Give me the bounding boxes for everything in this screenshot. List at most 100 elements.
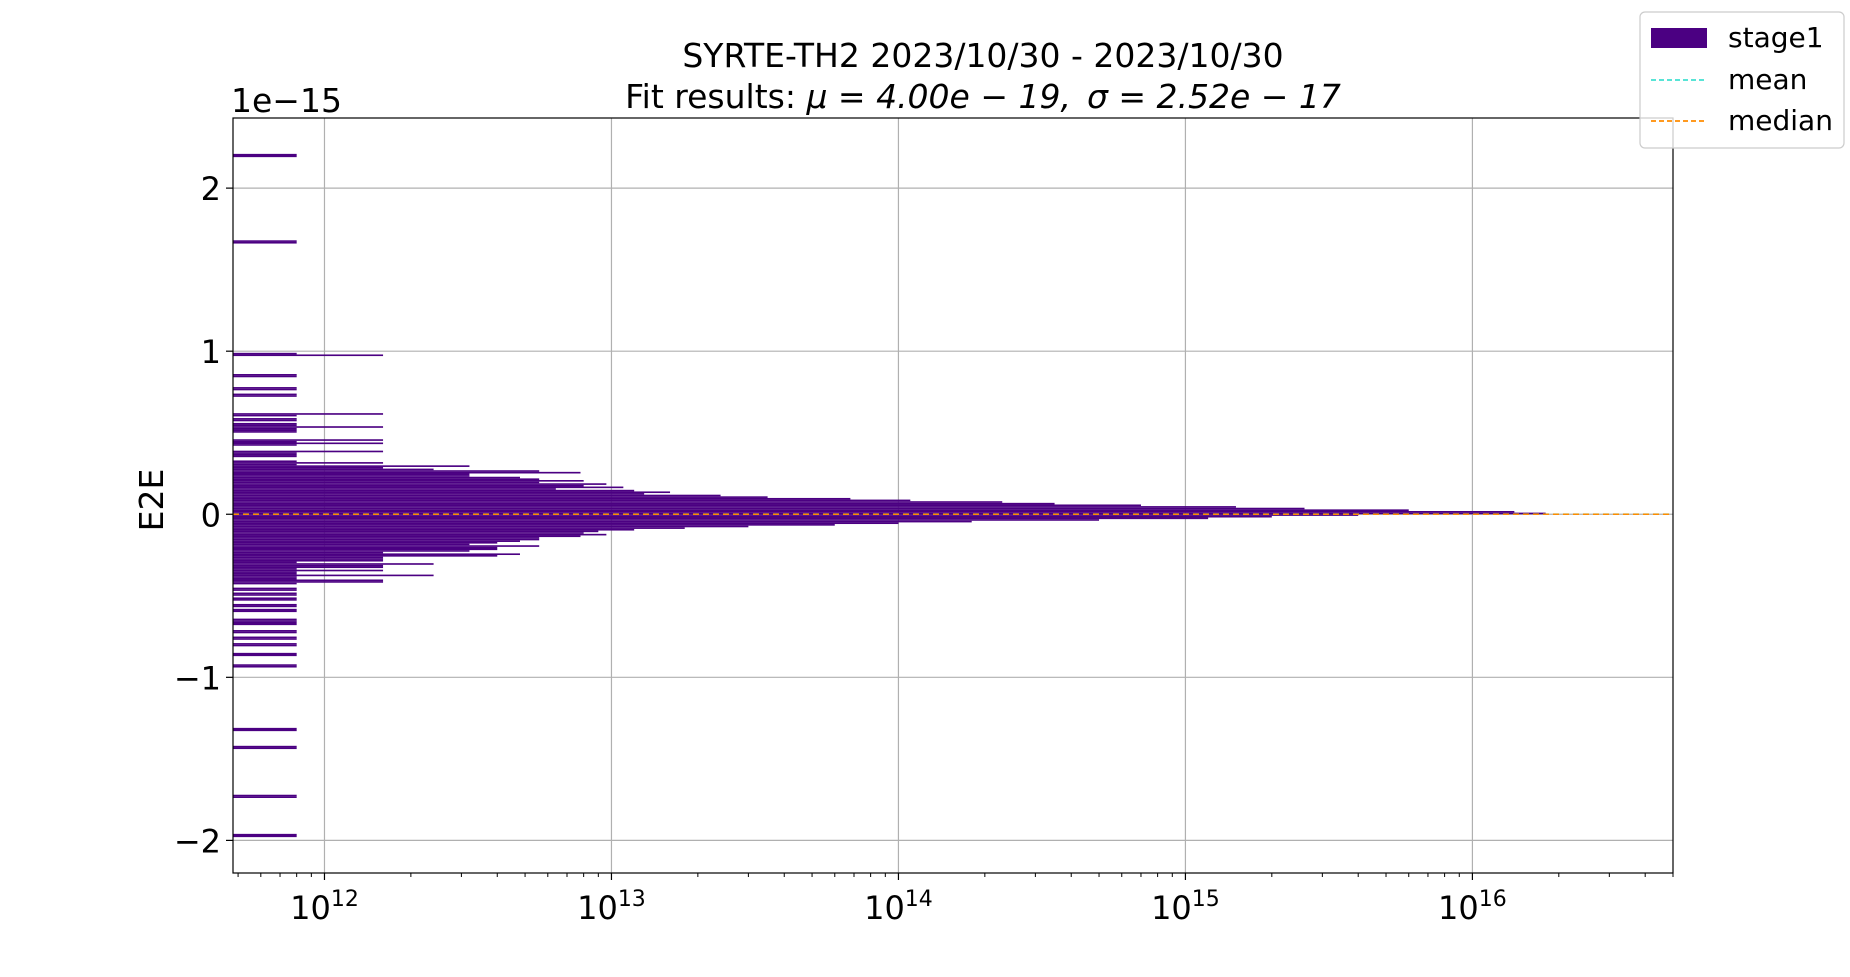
histogram-bar bbox=[233, 413, 384, 415]
histogram-bar bbox=[233, 543, 470, 546]
x-tick-label: 1012 bbox=[290, 887, 359, 927]
histogram-bar bbox=[233, 568, 297, 570]
histogram-bar bbox=[233, 375, 297, 378]
histogram-bar bbox=[233, 395, 297, 397]
plot-frame bbox=[232, 117, 1674, 874]
histogram-bar bbox=[233, 510, 1515, 513]
y-tick-label: −2 bbox=[174, 822, 221, 860]
histogram-bar bbox=[233, 466, 384, 469]
histogram-bar bbox=[233, 597, 297, 600]
histogram-bar bbox=[233, 506, 1236, 508]
y-tick-label: 0 bbox=[201, 496, 221, 534]
histogram-bar bbox=[233, 623, 297, 626]
histogram-bar bbox=[233, 520, 972, 523]
histogram-bar bbox=[233, 581, 384, 583]
x-tick-exponent: 13 bbox=[618, 887, 646, 912]
histogram-bar bbox=[233, 835, 297, 838]
x-tick-base: 10 bbox=[1151, 889, 1192, 927]
histogram-bar bbox=[233, 480, 584, 482]
histogram-bar bbox=[233, 241, 297, 244]
legend-stage1-label: stage1 bbox=[1728, 21, 1824, 54]
histogram-bar bbox=[233, 638, 297, 640]
y-axis-label: E2E bbox=[132, 469, 171, 532]
histogram-bar bbox=[233, 630, 297, 632]
histogram-bar bbox=[233, 462, 384, 464]
histogram-bar bbox=[233, 455, 297, 458]
histogram-bar bbox=[233, 514, 1359, 516]
histogram-bar bbox=[233, 621, 297, 624]
histogram-bar bbox=[233, 424, 297, 427]
histogram-bar bbox=[233, 608, 297, 611]
histogram-bar bbox=[233, 546, 498, 549]
histogram-bar bbox=[233, 603, 297, 606]
histogram-bar bbox=[233, 519, 1100, 521]
histogram-bar bbox=[233, 582, 297, 585]
histogram-bar bbox=[233, 541, 498, 544]
histogram-bar bbox=[233, 524, 835, 526]
histogram-bar bbox=[233, 483, 607, 485]
legend-mean-label: mean bbox=[1728, 63, 1807, 96]
x-tick-base: 10 bbox=[1438, 889, 1479, 927]
histogram-bar bbox=[233, 599, 297, 601]
histogram-bar bbox=[233, 488, 556, 490]
histogram-bar bbox=[233, 352, 297, 355]
histogram-bar bbox=[233, 664, 297, 666]
histogram-bar bbox=[233, 545, 540, 547]
histogram-bar bbox=[233, 548, 498, 551]
histogram-bar bbox=[233, 530, 599, 533]
y-tick-label: −1 bbox=[174, 659, 221, 697]
histogram-bar bbox=[233, 592, 297, 595]
histogram-bar bbox=[233, 579, 384, 582]
histogram-bar bbox=[233, 729, 297, 732]
histogram-bar bbox=[233, 452, 297, 454]
histogram-bar bbox=[233, 427, 297, 430]
histogram-bar bbox=[233, 572, 297, 575]
histogram-bar bbox=[233, 155, 297, 158]
histogram-bar bbox=[233, 587, 297, 590]
histogram-bar bbox=[233, 414, 297, 417]
histogram-bar bbox=[233, 745, 297, 748]
x-tick-base: 10 bbox=[864, 889, 905, 927]
histogram-bar bbox=[233, 527, 685, 529]
histogram-bar bbox=[233, 558, 384, 560]
x-tick-label: 1013 bbox=[577, 887, 646, 927]
histogram-bar bbox=[233, 388, 297, 391]
histogram-bar bbox=[233, 525, 749, 528]
histogram-bar bbox=[233, 644, 297, 647]
histogram-bar bbox=[233, 153, 297, 156]
histogram-bar bbox=[233, 515, 1272, 518]
y-tick-label: 2 bbox=[201, 170, 221, 208]
histogram-bar bbox=[233, 470, 540, 472]
histogram-bar bbox=[233, 450, 384, 453]
histogram-bar bbox=[233, 473, 470, 476]
x-tick-base: 10 bbox=[290, 889, 331, 927]
histogram-bar bbox=[233, 493, 645, 495]
histogram-bar bbox=[233, 665, 297, 668]
histogram-bar bbox=[233, 643, 297, 645]
subtitle-prefix: Fit results: bbox=[625, 77, 806, 116]
chart-subtitle: Fit results: μ = 4.00e − 19, σ = 2.52e − … bbox=[625, 77, 1341, 116]
x-tick-label: 1015 bbox=[1151, 887, 1220, 927]
histogram-bar bbox=[233, 563, 434, 565]
subtitle-mu: μ = 4.00e − 19, bbox=[805, 77, 1071, 116]
legend-median-label: median bbox=[1728, 104, 1833, 137]
x-tick-exponent: 16 bbox=[1479, 887, 1507, 912]
histogram-bar bbox=[233, 507, 1305, 510]
histogram-bar bbox=[233, 551, 384, 554]
histogram-bar bbox=[233, 419, 297, 422]
x-tick-base: 10 bbox=[577, 889, 618, 927]
histogram-bar bbox=[233, 528, 635, 531]
histogram-bar bbox=[233, 444, 297, 446]
histogram-bar bbox=[233, 727, 297, 730]
legend-stage1-patch bbox=[1651, 28, 1707, 48]
histogram-bar bbox=[233, 504, 1141, 507]
histogram-bar bbox=[233, 418, 297, 420]
histogram-bar bbox=[233, 652, 297, 655]
histogram-bar bbox=[233, 555, 498, 557]
histogram-bar bbox=[233, 422, 297, 425]
histogram-bar bbox=[233, 468, 434, 471]
histogram-bar bbox=[233, 747, 297, 750]
histogram-bar bbox=[233, 559, 384, 562]
histogram-bar bbox=[233, 471, 581, 474]
